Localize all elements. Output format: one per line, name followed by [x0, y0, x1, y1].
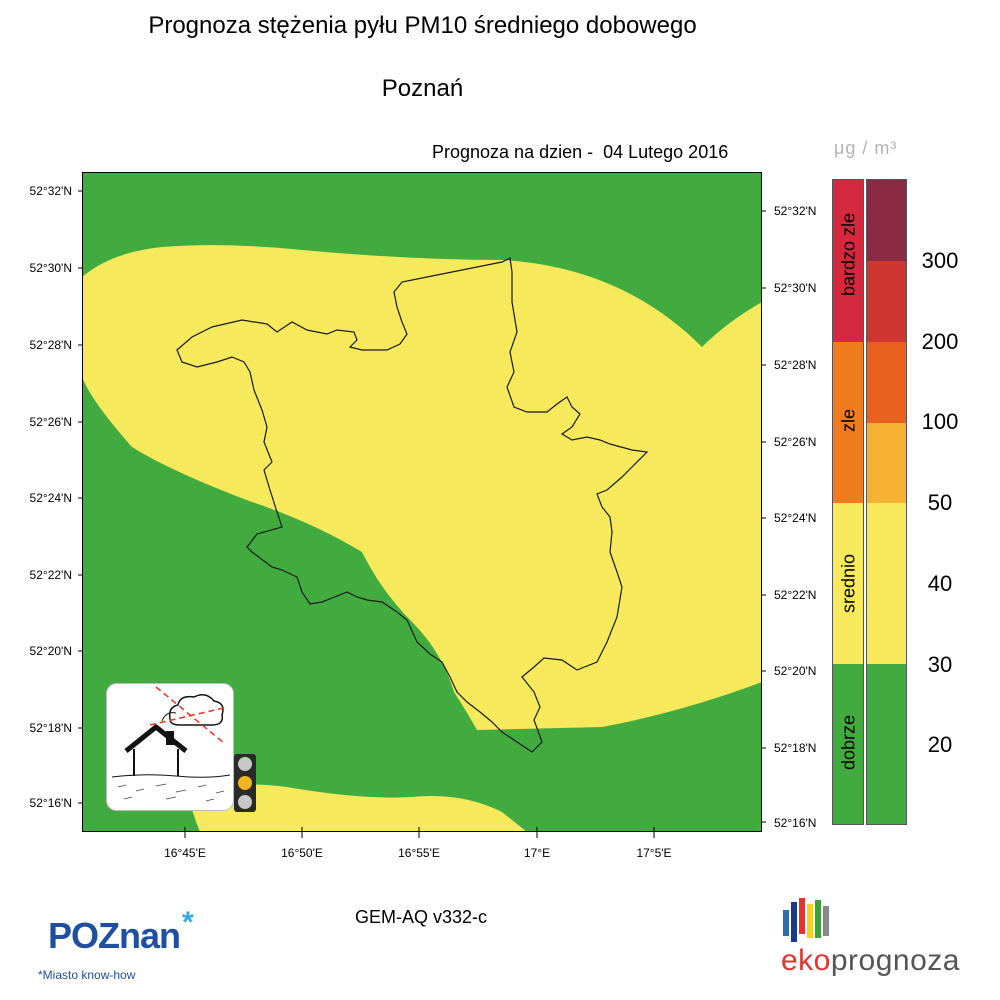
lat-label-left: 52°26'N [29, 415, 72, 429]
value-color-scale [866, 179, 907, 825]
scale-value: 30 [927, 652, 953, 677]
ekoprognoza-logo[interactable]: ekoprognoza [781, 944, 960, 978]
prognoza-text: prognoza [830, 944, 960, 977]
scale-value: 100 [921, 409, 959, 434]
units-label: μg / m³ [834, 138, 898, 158]
model-label: GEM-AQ v332-c [355, 907, 488, 927]
lat-label-left: 52°20'N [29, 644, 72, 658]
traffic-light-icon [234, 754, 256, 812]
map-frame [82, 172, 762, 832]
poznan-city-boundary [176, 257, 649, 753]
scale-step [867, 664, 906, 824]
category-legend: bardzo zle zle srednio dobrze [832, 179, 864, 825]
category-label: bardzo zle [838, 212, 859, 297]
scale-value: 20 [927, 732, 953, 757]
eko-text: eko [781, 944, 831, 977]
lat-label-right: 52°24'N [774, 511, 817, 525]
lat-label-right: 52°16'N [774, 816, 817, 830]
poznan-logo-text: POZnan [48, 915, 181, 956]
lat-label-right: 52°18'N [774, 741, 817, 755]
category-moderate: srednio [833, 503, 863, 664]
scale-value: 300 [921, 248, 959, 273]
lat-label-left: 52°28'N [29, 338, 72, 352]
moderate-zone [82, 245, 762, 731]
lon-label: 16°45'E [164, 846, 206, 860]
scale-step [867, 342, 906, 423]
lat-label-left: 52°18'N [29, 721, 72, 735]
poznan-star-icon: * [182, 906, 194, 939]
lon-label: 17°5'E [636, 846, 672, 860]
lat-label-right: 52°28'N [774, 358, 817, 372]
scale-step [867, 261, 906, 342]
lat-label-right: 52°30'N [774, 281, 817, 295]
lat-label-right: 52°22'N [774, 588, 817, 602]
lat-label-left: 52°22'N [29, 568, 72, 582]
ekoprognoza-bars-icon [783, 898, 829, 942]
lat-label-right: 52°20'N [774, 664, 817, 678]
lat-label-left: 52°32'N [29, 184, 72, 198]
category-label: srednio [838, 553, 859, 614]
category-label: dobrze [838, 714, 859, 771]
scale-value: 200 [921, 329, 959, 354]
smog-house-icon [106, 683, 234, 811]
lat-label-left: 52°24'N [29, 491, 72, 505]
axis-ticks [78, 190, 766, 838]
lat-label-right: 52°26'N [774, 435, 817, 449]
scale-step [867, 503, 906, 664]
lon-label: 16°50'E [281, 846, 323, 860]
lon-label: 16°55'E [398, 846, 440, 860]
map-title: Prognoza stężenia pyłu PM10 średniego do… [148, 12, 697, 39]
scale-value: 40 [927, 571, 953, 596]
moderate-zone-south [187, 784, 527, 832]
poznan-tagline: *Miasto know-how [38, 968, 136, 982]
category-good: dobrze [833, 664, 863, 824]
category-very-bad: bardzo zle [833, 180, 863, 342]
lon-label: 17°E [523, 846, 551, 860]
lat-label-right: 52°32'N [774, 204, 817, 218]
scale-step [867, 423, 906, 503]
lat-label-left: 52°30'N [29, 261, 72, 275]
scale-value: 50 [927, 490, 953, 515]
category-bad: zle [833, 342, 863, 503]
forecast-date-label: Prognoza na dzien - 04 Lutego 2016 [432, 142, 729, 162]
poznan-logo[interactable]: POZnan* [48, 906, 194, 957]
lat-label-left: 52°16'N [29, 796, 72, 810]
category-label: zle [838, 409, 859, 433]
scale-step [867, 180, 906, 261]
city-name: Poznań [381, 75, 464, 102]
